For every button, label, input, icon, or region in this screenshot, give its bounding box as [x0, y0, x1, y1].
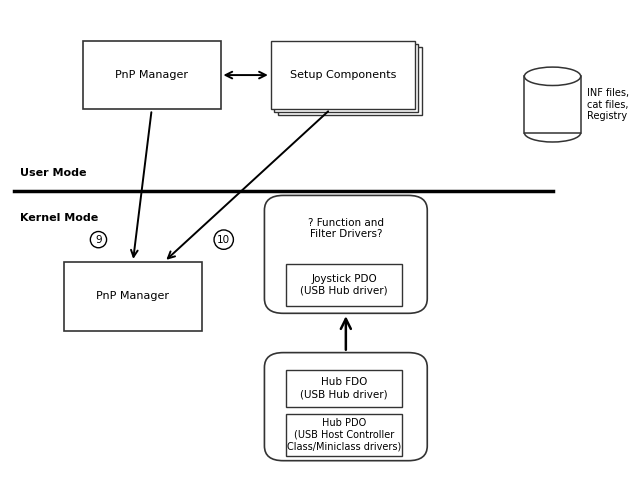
Text: 9: 9: [95, 235, 102, 245]
Text: Joystick PDO
(USB Hub driver): Joystick PDO (USB Hub driver): [300, 274, 388, 296]
Text: INF files,
cat files,
Registry: INF files, cat files, Registry: [587, 88, 629, 121]
Text: ? Function and
Filter Drivers?: ? Function and Filter Drivers?: [308, 217, 384, 239]
FancyBboxPatch shape: [286, 370, 402, 407]
Text: Kernel Mode: Kernel Mode: [20, 212, 98, 223]
FancyBboxPatch shape: [525, 76, 581, 133]
FancyBboxPatch shape: [265, 353, 427, 461]
FancyBboxPatch shape: [265, 196, 427, 313]
FancyBboxPatch shape: [286, 264, 402, 306]
Text: Hub PDO
(USB Host Controller
Class/Miniclass drivers): Hub PDO (USB Host Controller Class/Minic…: [287, 418, 401, 452]
FancyBboxPatch shape: [271, 41, 415, 110]
Text: 10: 10: [217, 235, 230, 245]
Text: PnP Manager: PnP Manager: [115, 70, 189, 80]
Ellipse shape: [525, 67, 581, 85]
FancyBboxPatch shape: [286, 414, 402, 456]
Text: Setup Components: Setup Components: [289, 70, 396, 80]
FancyBboxPatch shape: [278, 46, 422, 116]
FancyBboxPatch shape: [274, 43, 419, 113]
Text: PnP Manager: PnP Manager: [96, 291, 169, 301]
Text: Hub FDO
(USB Hub driver): Hub FDO (USB Hub driver): [300, 377, 388, 399]
FancyBboxPatch shape: [83, 41, 220, 110]
FancyBboxPatch shape: [64, 262, 202, 330]
Text: User Mode: User Mode: [20, 168, 87, 178]
